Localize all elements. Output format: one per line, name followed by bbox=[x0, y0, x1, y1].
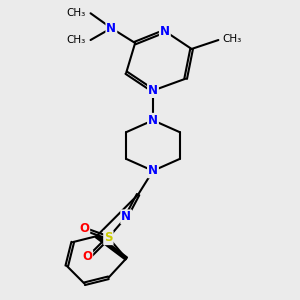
Text: O: O bbox=[80, 222, 90, 235]
Text: S: S bbox=[104, 231, 112, 244]
Text: CH₃: CH₃ bbox=[67, 35, 86, 45]
Text: CH₃: CH₃ bbox=[223, 34, 242, 44]
Text: N: N bbox=[160, 25, 170, 38]
Text: N: N bbox=[148, 164, 158, 177]
Text: N: N bbox=[106, 22, 116, 34]
Text: O: O bbox=[82, 250, 93, 263]
Text: CH₃: CH₃ bbox=[67, 8, 86, 18]
Text: N: N bbox=[148, 114, 158, 127]
Text: N: N bbox=[148, 84, 158, 97]
Text: N: N bbox=[121, 210, 131, 224]
